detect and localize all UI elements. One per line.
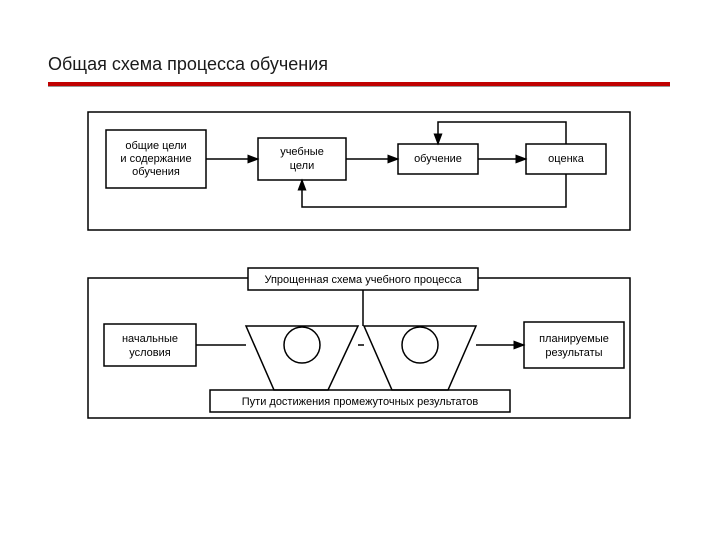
node-learning-goals: учебные цели xyxy=(258,138,346,180)
page-title: Общая схема процесса обучения xyxy=(48,54,328,75)
node-initial-conditions: начальные условия xyxy=(104,324,196,366)
svg-text:обучения: обучения xyxy=(132,166,180,178)
node-planned-results: планируемые результаты xyxy=(524,322,624,368)
node-training: обучение xyxy=(398,144,478,174)
svg-text:Пути достижения промежуточных: Пути достижения промежуточных результато… xyxy=(242,396,479,408)
node-intermediate-paths: Пути достижения промежуточных результато… xyxy=(210,390,510,412)
diagram-1: общие цели и содержание обучения учебные… xyxy=(88,112,630,230)
node-goals-content: общие цели и содержание обучения xyxy=(106,130,206,188)
svg-text:цели: цели xyxy=(290,160,315,172)
svg-text:оценка: оценка xyxy=(548,153,585,165)
svg-text:учебные: учебные xyxy=(280,146,324,158)
svg-text:результаты: результаты xyxy=(545,347,602,359)
svg-text:условия: условия xyxy=(129,347,171,359)
circle-1 xyxy=(284,327,320,363)
svg-text:и содержание: и содержание xyxy=(120,153,191,165)
svg-text:обучение: обучение xyxy=(414,153,462,165)
title-rule-thin xyxy=(48,86,670,87)
diagram-canvas: общие цели и содержание обучения учебные… xyxy=(48,100,670,500)
diagram-2: Упрощенная схема учебного процесса начал… xyxy=(88,268,630,418)
svg-text:начальные: начальные xyxy=(122,333,178,345)
svg-text:Упрощенная схема учебного проц: Упрощенная схема учебного процесса xyxy=(264,274,462,286)
title-box: Упрощенная схема учебного процесса xyxy=(248,268,478,290)
svg-text:планируемые: планируемые xyxy=(539,333,609,345)
circle-2 xyxy=(402,327,438,363)
svg-text:общие цели: общие цели xyxy=(125,140,186,152)
node-evaluation: оценка xyxy=(526,144,606,174)
